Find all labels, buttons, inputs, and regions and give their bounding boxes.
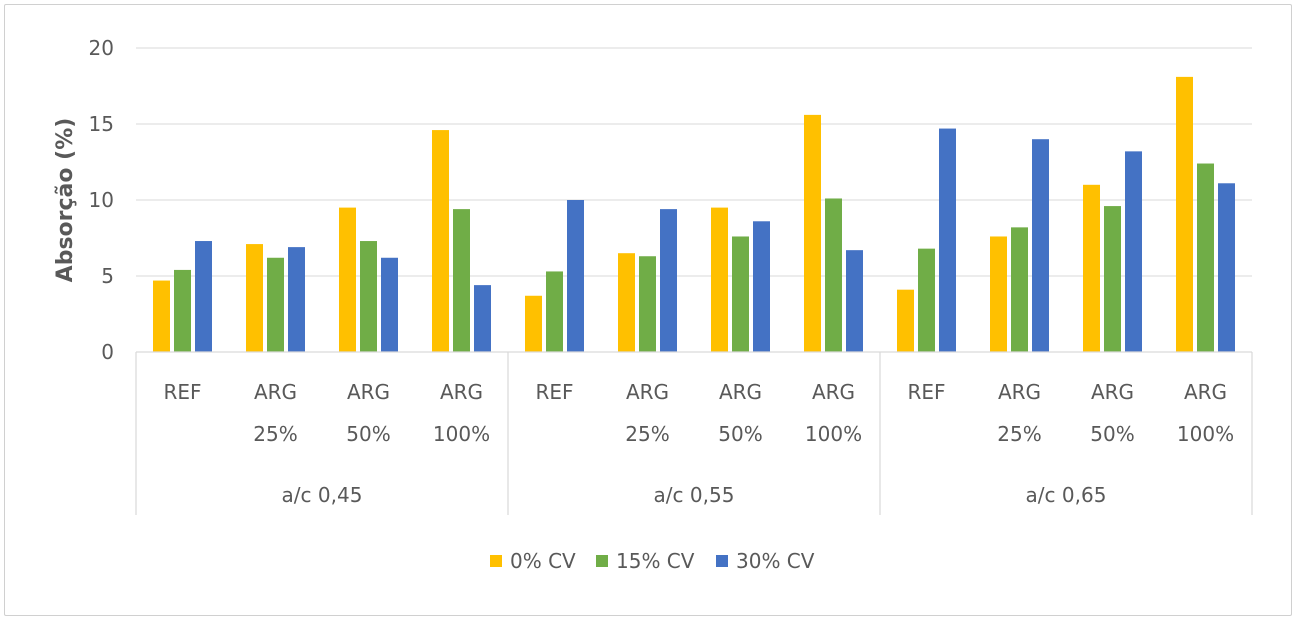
bar: [1218, 183, 1235, 352]
bar: [525, 295, 542, 352]
category-label: 25%: [625, 422, 669, 446]
bar: [567, 200, 584, 352]
category-label: 25%: [253, 422, 297, 446]
bar: [153, 280, 170, 352]
y-tick-label: 10: [89, 188, 114, 212]
category-label: REF: [907, 380, 945, 404]
category-label: ARG: [254, 380, 297, 404]
legend-label: 30% CV: [736, 549, 815, 573]
group-label: a/c 0,65: [1026, 483, 1107, 507]
category-label: 25%: [997, 422, 1041, 446]
legend: 0% CV 15% CV 30% CV: [490, 549, 815, 573]
category-label: ARG: [1184, 380, 1227, 404]
bar: [432, 130, 449, 352]
category-label: ARG: [440, 380, 483, 404]
bar: [918, 248, 935, 352]
bar: [1104, 206, 1121, 352]
y-axis-ticks: 0 5 10 15 20: [89, 36, 114, 364]
category-label: ARG: [812, 380, 855, 404]
bar: [711, 207, 728, 352]
bar: [195, 241, 212, 352]
bar: [246, 244, 263, 352]
category-label: ARG: [626, 380, 669, 404]
category-label: ARG: [998, 380, 1041, 404]
bar: [381, 257, 398, 352]
category-label: 100%: [1177, 422, 1234, 446]
bar: [339, 207, 356, 352]
bar: [288, 247, 305, 352]
legend-label: 15% CV: [616, 549, 695, 573]
category-label: 100%: [805, 422, 862, 446]
bar: [732, 236, 749, 352]
bar: [267, 257, 284, 352]
bar: [1032, 139, 1049, 352]
legend-swatch: [596, 555, 608, 567]
group-label: a/c 0,55: [654, 483, 735, 507]
legend-swatch: [490, 555, 502, 567]
y-tick-label: 20: [89, 36, 114, 60]
bar: [1011, 227, 1028, 352]
bar: [825, 198, 842, 352]
bars: [153, 76, 1235, 352]
bar: [474, 285, 491, 352]
bar: [1083, 184, 1100, 352]
category-label: ARG: [347, 380, 390, 404]
bar: [1197, 163, 1214, 352]
category-label: ARG: [1091, 380, 1134, 404]
bar: [897, 289, 914, 352]
y-tick-label: 15: [89, 112, 114, 136]
y-tick-label: 0: [101, 340, 114, 364]
legend-label: 0% CV: [510, 549, 576, 573]
category-label: REF: [535, 380, 573, 404]
bar: [804, 114, 821, 352]
bar: [618, 253, 635, 352]
category-label: 50%: [346, 422, 390, 446]
bar: [174, 269, 191, 352]
bar: [1176, 76, 1193, 352]
category-label: 100%: [433, 422, 490, 446]
y-axis-label: Absorção (%): [53, 118, 78, 283]
bar: [1125, 151, 1142, 352]
bar: [660, 209, 677, 352]
legend-swatch: [716, 555, 728, 567]
bar: [939, 128, 956, 352]
category-label: REF: [163, 380, 201, 404]
bar: [453, 209, 470, 352]
bar: [546, 271, 563, 352]
bar: [639, 256, 656, 352]
group-label: a/c 0,45: [282, 483, 363, 507]
y-tick-label: 5: [101, 264, 114, 288]
category-label: ARG: [719, 380, 762, 404]
bar: [360, 241, 377, 352]
gridlines: [136, 47, 1252, 277]
category-label: 50%: [1090, 422, 1134, 446]
bar: [990, 236, 1007, 352]
bar: [846, 250, 863, 352]
x-axis: REF ARG 25% ARG 50% ARG 100% a/c 0,45 REF ARG 25% A…: [135, 351, 1253, 515]
category-label: 50%: [718, 422, 762, 446]
bar: [753, 221, 770, 352]
